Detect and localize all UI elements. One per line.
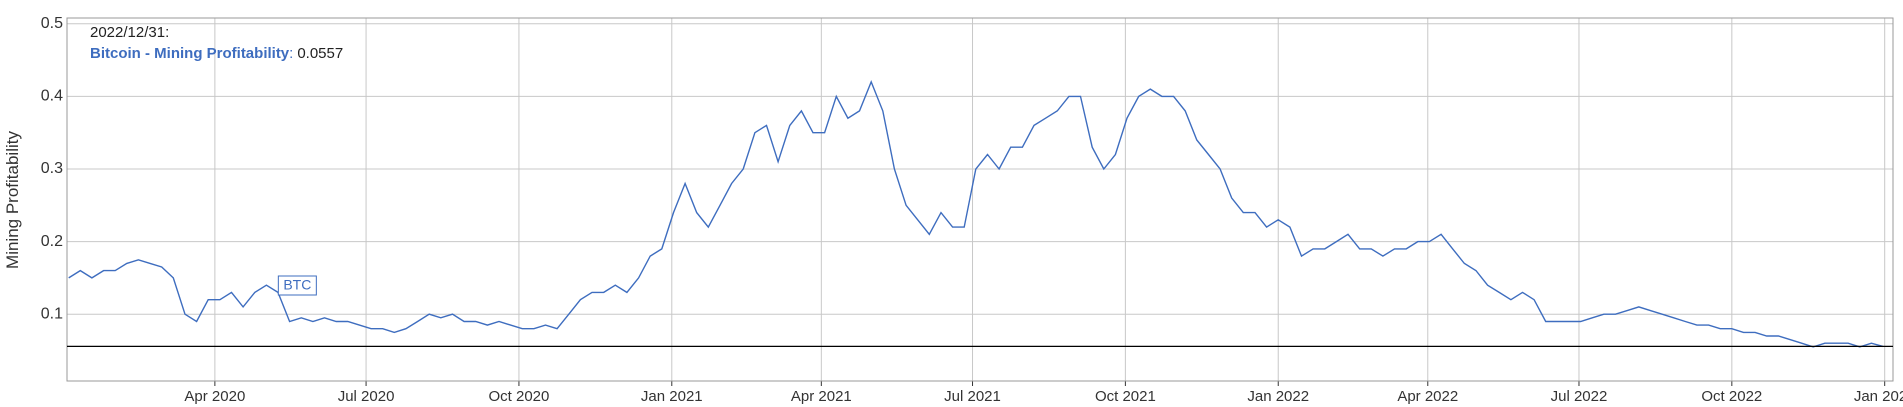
line-series: [68, 80, 1884, 348]
x-tick-label: Apr 2021: [791, 388, 852, 405]
tooltip-date: 2022/12/31:: [90, 24, 169, 41]
x-tick-label: Apr 2020: [184, 388, 245, 405]
y-tick-label: 0.1: [41, 305, 63, 322]
tooltip-line: Bitcoin - Mining Profitability: 0.0557: [90, 45, 343, 62]
y-tick-label: 0.5: [41, 15, 63, 32]
x-tick-label: Jan 2021: [641, 388, 703, 405]
y-tick-label: 0.2: [41, 233, 63, 250]
y-axis-label: Mining Profitability: [3, 131, 22, 269]
x-tick-label: Oct 2022: [1701, 388, 1762, 405]
tooltip-series-name: Bitcoin - Mining Profitability: [90, 45, 290, 62]
flag-label: BTC: [283, 277, 311, 293]
plot-border: [66, 17, 1894, 382]
y-tick-label: 0.4: [41, 88, 63, 105]
y-tick-label: 0.3: [41, 160, 63, 177]
x-tick-label: Oct 2020: [488, 388, 549, 405]
tooltip-value: 0.0557: [297, 45, 343, 62]
x-tick-label: Apr 2022: [1397, 388, 1458, 405]
x-tick-label: Jan 2022: [1247, 388, 1309, 405]
x-tick-label: Oct 2021: [1095, 388, 1156, 405]
flag-box: [277, 275, 317, 296]
x-tick-label: Jul 2021: [944, 388, 1001, 405]
tooltip-separator: :: [289, 45, 293, 62]
x-tick-label: Jan 2023: [1854, 388, 1903, 405]
x-tick-label: Jul 2020: [338, 388, 395, 405]
x-tick-label: Jul 2022: [1551, 388, 1608, 405]
